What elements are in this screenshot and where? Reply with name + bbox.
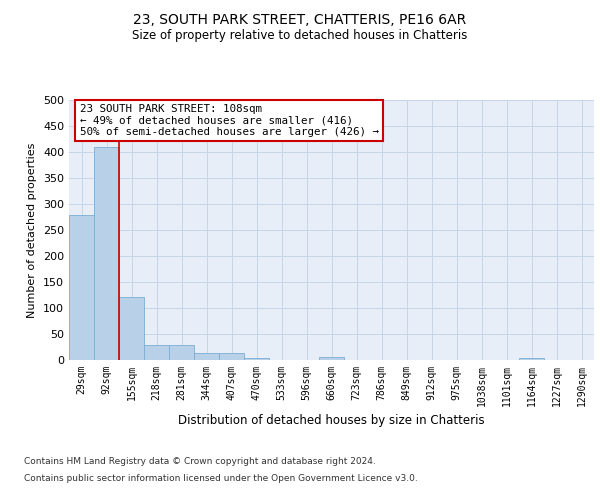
Text: 23 SOUTH PARK STREET: 108sqm
← 49% of detached houses are smaller (416)
50% of s: 23 SOUTH PARK STREET: 108sqm ← 49% of de… xyxy=(79,104,379,137)
Bar xyxy=(244,358,269,360)
Bar xyxy=(94,147,119,360)
Bar xyxy=(319,357,344,360)
Y-axis label: Number of detached properties: Number of detached properties xyxy=(28,142,37,318)
Text: 23, SOUTH PARK STREET, CHATTERIS, PE16 6AR: 23, SOUTH PARK STREET, CHATTERIS, PE16 6… xyxy=(133,12,467,26)
Bar xyxy=(194,352,219,360)
Text: Contains public sector information licensed under the Open Government Licence v3: Contains public sector information licen… xyxy=(24,474,418,483)
Bar xyxy=(119,296,144,360)
Bar xyxy=(69,216,94,360)
Bar xyxy=(144,345,169,360)
Bar xyxy=(169,345,194,360)
Bar xyxy=(519,358,544,360)
X-axis label: Distribution of detached houses by size in Chatteris: Distribution of detached houses by size … xyxy=(178,414,485,428)
Text: Size of property relative to detached houses in Chatteris: Size of property relative to detached ho… xyxy=(133,29,467,42)
Bar xyxy=(219,352,244,360)
Text: Contains HM Land Registry data © Crown copyright and database right 2024.: Contains HM Land Registry data © Crown c… xyxy=(24,458,376,466)
